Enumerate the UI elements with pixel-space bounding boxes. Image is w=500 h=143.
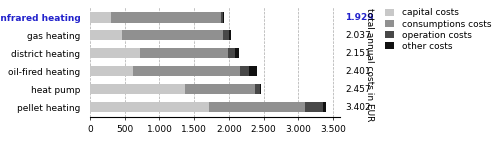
Text: 2.037: 2.037 [345,31,371,40]
Bar [122,30,222,40]
Text: 2.151: 2.151 [345,49,371,58]
Bar [90,66,133,76]
Bar [185,84,254,94]
Bar [210,102,306,112]
Bar [111,12,221,23]
Bar [248,66,256,76]
Bar [90,12,111,23]
Text: total annual costs in EUR: total annual costs in EUR [365,8,374,121]
Bar [222,30,229,40]
Bar [228,48,235,58]
Text: 2.457: 2.457 [345,85,370,94]
Bar [229,30,232,40]
Bar [221,12,223,23]
Bar [254,84,260,94]
Bar [322,102,326,112]
Bar [240,66,248,76]
Bar [90,30,122,40]
Text: 2.401: 2.401 [345,67,370,76]
Bar [140,48,228,58]
Text: 3.402: 3.402 [345,103,370,112]
Bar [133,66,240,76]
Bar [90,84,185,94]
Bar [236,48,240,58]
Bar [90,102,210,112]
Bar [223,12,224,23]
Bar [90,48,140,58]
Text: 1.929: 1.929 [345,13,374,22]
Legend: capital costs, consumptions costs, operation costs, other costs: capital costs, consumptions costs, opera… [384,7,492,52]
Bar [306,102,322,112]
